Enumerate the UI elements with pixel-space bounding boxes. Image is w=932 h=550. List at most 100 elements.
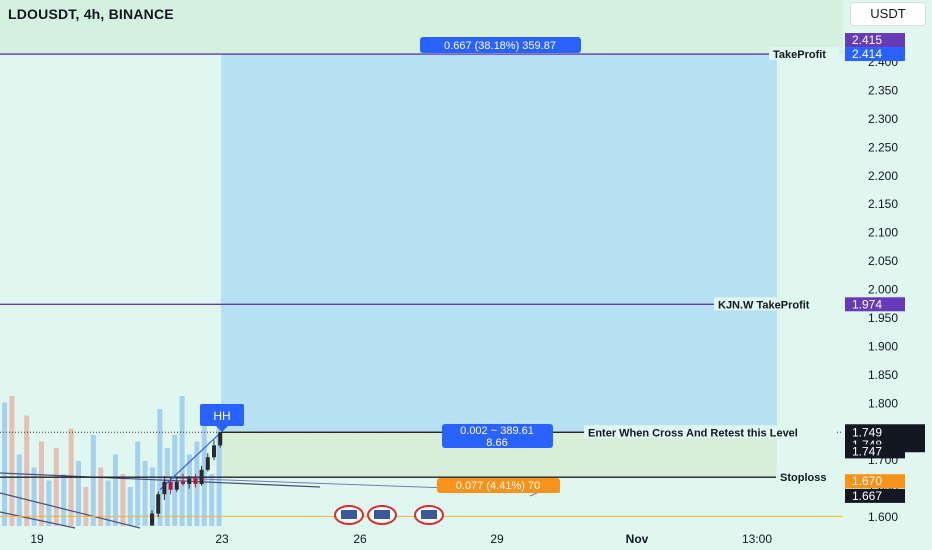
- price-tick-label: 2.350: [868, 83, 898, 97]
- price-tag-takeprofit[interactable]: [845, 47, 905, 62]
- volume-bar: [39, 441, 44, 526]
- time-tick-label: 26: [353, 532, 367, 546]
- volume-bar: [179, 396, 185, 526]
- price-tag-2415[interactable]: [845, 33, 905, 48]
- us-flag-stripes: [341, 510, 357, 519]
- trend-line[interactable]: [0, 472, 321, 488]
- volume-bar: [201, 422, 207, 526]
- volume-bar: [9, 396, 15, 526]
- volume-bar: [76, 461, 81, 526]
- volume-bar: [209, 474, 215, 526]
- kjn-takeprofit-label-bg: [714, 297, 832, 311]
- profit-label-box: [420, 37, 581, 53]
- symbol-title: LDOUSDT, 4h, BINANCE: [8, 6, 174, 22]
- volume-bar: [113, 454, 118, 526]
- price-tick-label: 2.200: [868, 169, 898, 183]
- volume-bar: [2, 402, 7, 526]
- price-tag-1747-text: 1.747: [852, 444, 882, 458]
- volume-bar: [53, 448, 59, 526]
- price-tag-1747[interactable]: [845, 444, 905, 459]
- price-tick-label: 1.900: [868, 339, 898, 353]
- candle-body: [181, 481, 185, 485]
- volume-bar: [135, 441, 141, 526]
- stoploss-label-bg: [776, 470, 836, 484]
- trend-line[interactable]: [0, 511, 76, 529]
- volume-bar: [46, 480, 52, 526]
- volume-bar: [120, 474, 126, 526]
- entry-label-amount: 8.66: [486, 437, 507, 449]
- price-tag-stoploss[interactable]: [845, 474, 905, 489]
- volume-bar: [61, 474, 67, 526]
- candle-body: [168, 481, 173, 490]
- candle-body: [218, 432, 223, 446]
- candle-body: [187, 478, 192, 485]
- hh-marker-pointer: [216, 426, 228, 432]
- entry-label-box: [442, 424, 553, 448]
- price-tag-kjn[interactable]: [845, 297, 905, 312]
- volume-bar: [127, 487, 133, 526]
- hh-marker[interactable]: [200, 404, 244, 426]
- price-tick-label: 2.300: [868, 112, 898, 126]
- volume-bar: [157, 409, 163, 526]
- candle-body: [150, 513, 154, 526]
- price-tick-label: 1.600: [868, 510, 898, 524]
- time-tick-label: 13:00: [742, 532, 772, 546]
- price-tick-label: 2.000: [868, 283, 898, 297]
- profit-zone: [221, 54, 777, 433]
- price-tag-1667-text: 1.667: [852, 489, 882, 503]
- takeprofit-label-bg: [769, 47, 839, 61]
- volume-bar: [90, 435, 96, 526]
- volume-bar: [16, 454, 22, 526]
- price-tick-label: 1.800: [868, 396, 898, 410]
- loss-label: 0.077 (4.41%) 70: [456, 480, 540, 492]
- price-tick-label: 1.950: [868, 311, 898, 325]
- volume-bar: [142, 461, 148, 526]
- us-flag-stripes: [421, 510, 437, 519]
- hh-label: HH: [213, 409, 230, 423]
- candle-body: [156, 494, 161, 514]
- profit-label: 0.667 (38.18%) 359.87: [444, 40, 556, 52]
- time-tick-label: 29: [490, 532, 504, 546]
- price-tag-takeprofit-text: 2.414: [852, 47, 882, 61]
- candle-body: [199, 469, 204, 485]
- price-tag-2415-text: 2.415: [852, 33, 882, 47]
- time-tick-label: 19: [30, 532, 44, 546]
- price-tag-kjn-text: 1.974: [852, 297, 882, 311]
- volume-bar: [31, 467, 37, 526]
- volume-bar: [216, 415, 222, 526]
- price-tag-last-text: 1.749: [852, 425, 882, 439]
- price-tag-1667[interactable]: [845, 488, 905, 503]
- candle-body: [212, 445, 216, 458]
- entry-level-label-bg: [584, 425, 836, 439]
- stoploss-label: Stoploss: [780, 472, 826, 484]
- candle-body: [174, 481, 179, 490]
- time-tick-label: 23: [215, 532, 229, 546]
- price-tick-label: 2.050: [868, 254, 898, 268]
- candle-body: [162, 481, 167, 495]
- volume-bar: [105, 480, 111, 526]
- trend-line[interactable]: [0, 492, 141, 529]
- volume-bar: [83, 487, 89, 526]
- volume-bar: [98, 467, 104, 526]
- price-tick-label: 2.100: [868, 226, 898, 240]
- price-tick-label: 2.150: [868, 197, 898, 211]
- candle-body: [205, 457, 210, 470]
- kjn-takeprofit-label: KJN.W TakeProfit: [718, 299, 810, 311]
- candle-body: [193, 478, 198, 485]
- entry-label-qty: 0.002 ~ 389.61: [460, 425, 534, 437]
- price-tick-label: 1.850: [868, 368, 898, 382]
- volume-bar: [24, 415, 30, 526]
- volume-bar: [187, 454, 192, 526]
- currency-selector[interactable]: USDT: [851, 3, 925, 25]
- time-tick-label: Nov: [626, 532, 649, 546]
- volume-bar: [150, 467, 155, 526]
- price-tick-label: 2.250: [868, 140, 898, 154]
- takeprofit-label: TakeProfit: [773, 49, 826, 61]
- price-tag-stoploss-text: 1.670: [852, 474, 882, 488]
- volume-bar: [164, 448, 170, 526]
- us-flag-stripes: [374, 510, 390, 519]
- loss-label-box: [437, 478, 560, 493]
- entry-level-label: Enter When Cross And Retest this Level: [588, 427, 798, 439]
